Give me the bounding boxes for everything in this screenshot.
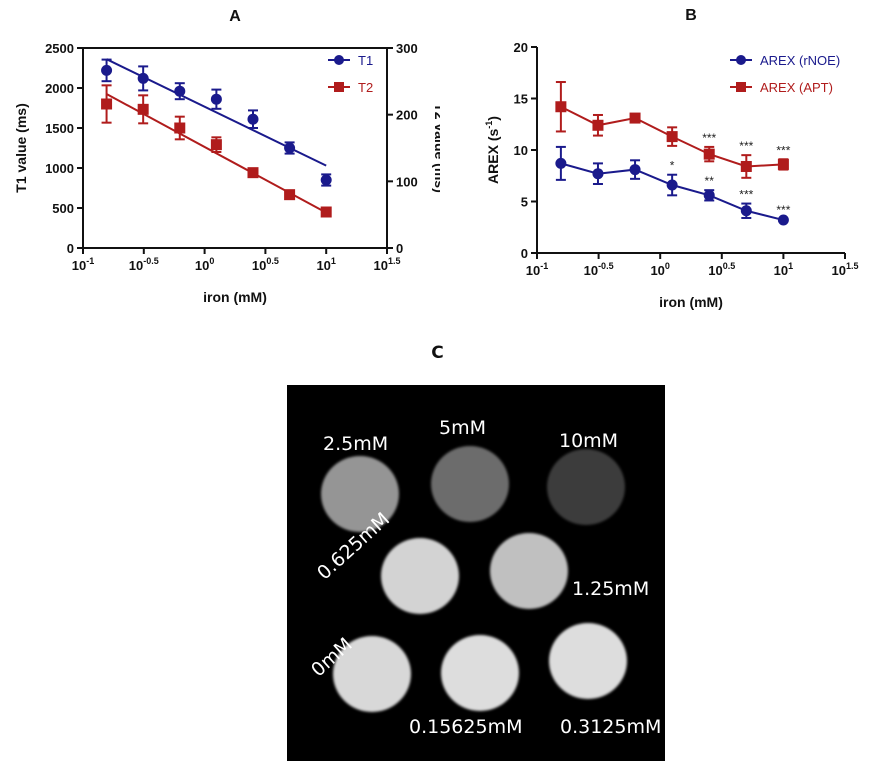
chart-a: A 10-1 10-0.5 100 100.5 101 101.5 iron (mM) 0 500… [13, 8, 440, 305]
vial-label: 5mM [439, 417, 486, 439]
x-tick-label: 10-1 [72, 256, 94, 273]
y-tick-label: 0 [521, 246, 528, 261]
vial-0.3125mm [549, 623, 627, 699]
y-tick-label: 2500 [45, 41, 74, 56]
vial-10mm [547, 449, 625, 525]
y-tick-label: 0 [67, 241, 74, 256]
chart-title: B [685, 7, 697, 24]
legend-arex-apt-label: AREX (APT) [760, 80, 833, 95]
arex-rnoe-point [629, 164, 641, 176]
t1-point [210, 93, 222, 105]
x-tick-label: 10-0.5 [584, 261, 614, 278]
panel-c-title: C [431, 343, 444, 363]
vial-label: 0.3125mM [560, 716, 662, 738]
y-right-tick-label: 0 [396, 241, 403, 256]
t2-point [101, 98, 113, 110]
chart-b: B 10-1 10-0.5 100 100.5 101 101.5 iron (mM) 0 5 10… [484, 7, 859, 310]
x-tick-label: 101 [316, 256, 335, 273]
arex-rnoe-point [777, 214, 789, 226]
significance-marker: *** [776, 143, 790, 157]
y-tick-label: 500 [52, 201, 74, 216]
y-right-tick-label: 100 [396, 174, 418, 189]
y-tick-label: 2000 [45, 81, 74, 96]
x-axis-label: iron (mM) [203, 289, 267, 305]
significance-marker: ** [705, 174, 715, 188]
arex-apt-point [592, 119, 604, 131]
y-tick-label: 1000 [45, 161, 74, 176]
legend-t2-label: T2 [358, 80, 373, 95]
x-tick-label: 101.5 [832, 261, 859, 278]
t1-point [137, 72, 149, 84]
y-axis-label: AREX (s-1) [484, 116, 501, 184]
chart-title: A [229, 8, 241, 25]
y-right-axis-label: T2 value (ms) [432, 103, 440, 192]
y-right-tick-label: 300 [396, 41, 418, 56]
t1-point [174, 85, 186, 97]
t2-point [174, 122, 186, 134]
legend-arex-rnoe-label: AREX (rNOE) [760, 53, 840, 68]
arex-rnoe-point [555, 157, 567, 169]
vial-5mm [431, 446, 509, 522]
x-tick-label: 100.5 [708, 261, 735, 278]
legend-t1-marker [334, 55, 344, 65]
arex-apt-point [555, 101, 567, 113]
x-tick-label: 100 [650, 261, 669, 278]
t2-point [137, 103, 149, 115]
arex-apt-point [629, 112, 641, 124]
y-right-tick-label: 200 [396, 108, 418, 123]
t1-point [247, 113, 259, 125]
significance-marker: *** [739, 139, 753, 153]
t1-point [320, 174, 332, 186]
vial-0.625mm [381, 538, 459, 614]
significance-marker: *** [702, 131, 716, 145]
vial-0mm [333, 636, 411, 712]
vial-label: 1.25mM [572, 578, 650, 600]
x-tick-label: 10-1 [526, 261, 548, 278]
vial-1.25mm [490, 533, 568, 609]
x-tick-label: 100 [195, 256, 214, 273]
y-tick-label: 20 [514, 40, 528, 55]
x-tick-label: 101.5 [374, 256, 401, 273]
t2-point [247, 167, 259, 179]
vial-0.15625mm [441, 635, 519, 711]
x-tick-label: 100.5 [252, 256, 279, 273]
legend-t2-marker [334, 82, 344, 92]
arex-apt-point [703, 148, 715, 160]
x-tick-label: 101 [774, 261, 793, 278]
vial-label: 10mM [559, 430, 619, 452]
arex-apt-point [777, 158, 789, 170]
t2-point [210, 139, 222, 151]
arex-rnoe-point [703, 189, 715, 201]
y-tick-label: 1500 [45, 121, 74, 136]
x-axis-label: iron (mM) [659, 294, 723, 310]
legend-t1-label: T1 [358, 53, 373, 68]
vial-label: 0.15625mM [409, 716, 523, 738]
legend-arex-rnoe-marker [736, 55, 746, 65]
arex-apt-point [740, 160, 752, 172]
arex-rnoe-point [592, 168, 604, 180]
t2-point [320, 206, 332, 218]
arex-apt-point [666, 131, 678, 143]
y-tick-label: 15 [514, 92, 528, 107]
significance-marker: *** [739, 188, 753, 202]
significance-marker: *** [776, 203, 790, 217]
t1-point [101, 64, 113, 76]
x-tick-label: 10-0.5 [129, 256, 159, 273]
vial-2.5mm [321, 456, 399, 532]
legend-arex-apt-marker [736, 82, 746, 92]
arex-rnoe-point [666, 179, 678, 191]
y-tick-label: 10 [514, 143, 528, 158]
y-tick-label: 5 [521, 195, 528, 210]
arex-rnoe-point [740, 205, 752, 217]
vial-label: 2.5mM [323, 433, 389, 455]
mri-phantom-image: 2.5mM 5mM 10mM 0.625mM 1.25mM 0mM 0.1562… [287, 385, 665, 761]
t2-point [284, 189, 296, 201]
y-axis-label: T1 value (ms) [13, 103, 29, 192]
significance-marker: * [670, 159, 675, 173]
t1-point [284, 142, 296, 154]
